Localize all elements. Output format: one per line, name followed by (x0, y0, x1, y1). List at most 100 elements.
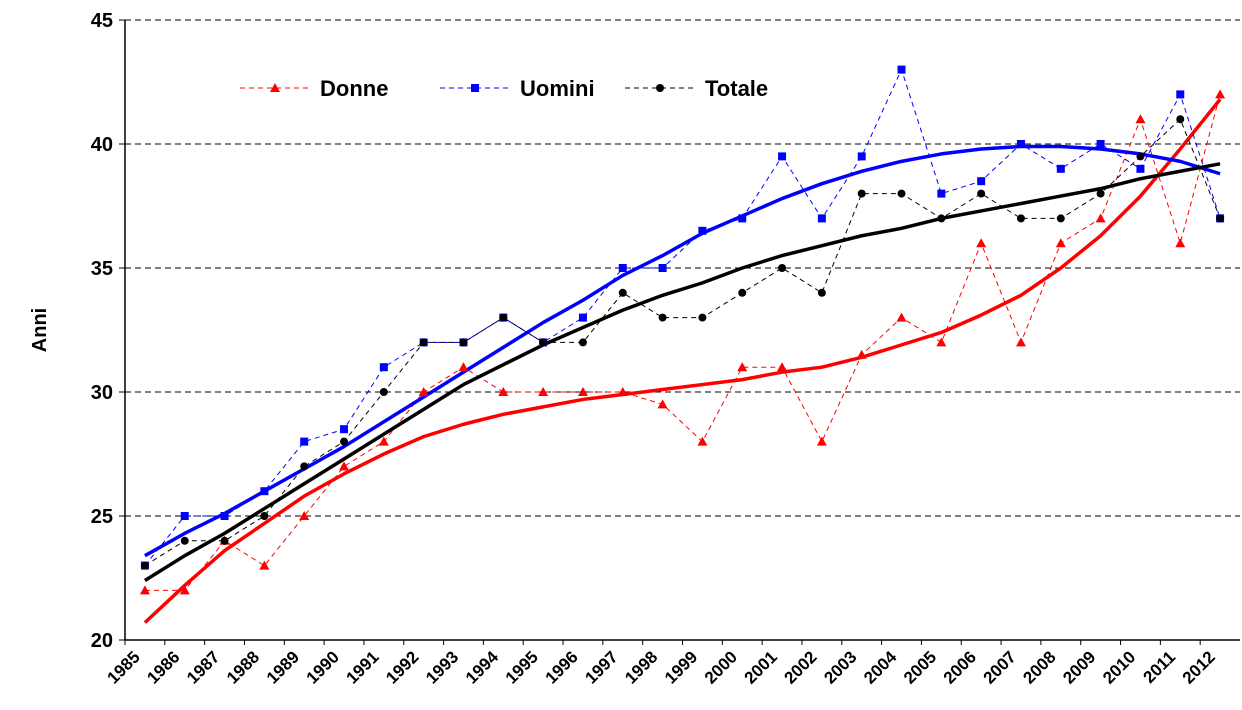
data-point (1215, 89, 1226, 99)
legend-marker (656, 84, 664, 92)
data-point (657, 399, 668, 409)
series-line (144, 68, 1221, 566)
data-point (897, 189, 906, 198)
data-point (378, 436, 389, 446)
data-point (340, 425, 349, 434)
x-tick-label: 1995 (502, 647, 542, 687)
data-point (418, 387, 429, 396)
data-point (817, 288, 826, 297)
legend-label: Donne (320, 76, 388, 101)
x-tick-label: 1988 (223, 647, 263, 687)
data-point (1055, 238, 1066, 248)
data-point (179, 585, 190, 595)
data-point (1015, 337, 1026, 347)
x-tick-label: 1991 (342, 647, 382, 687)
data-point (1096, 189, 1105, 198)
data-point (419, 338, 428, 347)
y-tick-label: 30 (91, 382, 113, 404)
data-point (1056, 214, 1065, 223)
legend-marker (270, 83, 280, 92)
data-point (499, 313, 508, 322)
data-point (738, 288, 747, 297)
data-point (697, 436, 708, 446)
x-tick-label: 2002 (781, 647, 821, 687)
data-point (617, 387, 628, 396)
data-point (220, 512, 229, 520)
x-tick-label: 2003 (820, 647, 860, 687)
data-point (498, 387, 509, 396)
x-tick-label: 2010 (1099, 647, 1139, 687)
data-point (578, 338, 587, 347)
data-point (260, 512, 269, 520)
data-point (578, 313, 587, 322)
data-point (618, 264, 627, 272)
x-tick-label: 1992 (382, 647, 422, 687)
series-line (144, 118, 1221, 567)
data-point (1096, 140, 1105, 148)
data-point (140, 561, 149, 570)
x-tick-label: 2008 (1019, 647, 1059, 687)
data-point (299, 511, 310, 520)
y-axis-label: Anni (29, 308, 51, 352)
data-point (1095, 213, 1106, 223)
data-point (1135, 114, 1146, 124)
data-point (180, 536, 189, 545)
data-point (936, 337, 947, 347)
x-tick-label: 2005 (900, 647, 940, 687)
data-point (340, 437, 349, 446)
data-point (817, 214, 826, 223)
x-tick-label: 2001 (741, 647, 781, 687)
data-point (339, 461, 350, 471)
data-point (1176, 115, 1185, 124)
data-point (977, 189, 986, 198)
y-tick-label: 40 (91, 134, 113, 156)
data-point (658, 264, 667, 272)
legend-label: Uomini (520, 76, 595, 101)
data-point (220, 536, 229, 545)
data-point (777, 362, 788, 372)
trend-line (143, 162, 1221, 582)
x-tick-label: 1989 (263, 647, 303, 687)
data-point (857, 152, 866, 161)
legend-label: Totale (705, 76, 768, 101)
x-tick-label: 1987 (183, 647, 223, 687)
x-tick-label: 1999 (661, 647, 701, 687)
x-tick-label: 1996 (542, 647, 582, 687)
legend-marker (471, 84, 479, 92)
data-point (539, 338, 548, 347)
data-point (698, 313, 707, 322)
data-point (1056, 164, 1065, 173)
data-point (897, 65, 906, 74)
x-tick-label: 1994 (462, 647, 503, 688)
data-point (778, 152, 787, 161)
x-tick-label: 1997 (581, 647, 621, 687)
x-tick-label: 1993 (422, 647, 462, 687)
data-point (618, 288, 627, 297)
data-point (1016, 140, 1025, 148)
data-point (300, 462, 309, 471)
x-tick-label: 2011 (1140, 647, 1180, 687)
data-point (259, 560, 270, 570)
x-tick-label: 2007 (980, 647, 1020, 687)
data-point (180, 512, 189, 520)
data-point (738, 214, 747, 223)
data-point (459, 338, 468, 347)
data-point (1136, 164, 1145, 173)
x-tick-label: 2012 (1179, 647, 1219, 687)
data-point (977, 177, 986, 186)
x-tick-label: 1998 (621, 647, 661, 687)
data-point (379, 363, 388, 372)
data-point (896, 312, 907, 322)
data-point (856, 349, 867, 359)
data-point (658, 313, 667, 322)
data-point (458, 362, 469, 372)
series-line (144, 94, 1221, 591)
data-point (1136, 152, 1145, 161)
trend-line (144, 144, 1221, 558)
data-point (538, 387, 549, 396)
data-point (937, 214, 946, 223)
trend-line (143, 98, 1222, 624)
x-tick-label: 1986 (143, 647, 183, 687)
data-point (737, 362, 748, 372)
